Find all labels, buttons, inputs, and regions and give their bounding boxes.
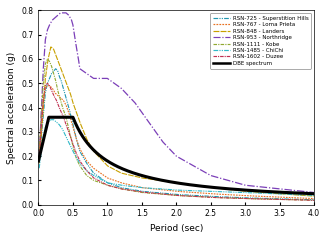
X-axis label: Period (sec): Period (sec) [149, 224, 203, 233]
Legend: RSN-725 - Superstition Hills, RSN-767 - Loma Prieta, RSN-848 - Landers, RSN-953 : RSN-725 - Superstition Hills, RSN-767 - … [210, 13, 311, 68]
Y-axis label: Spectral acceleration (g): Spectral acceleration (g) [7, 51, 16, 164]
